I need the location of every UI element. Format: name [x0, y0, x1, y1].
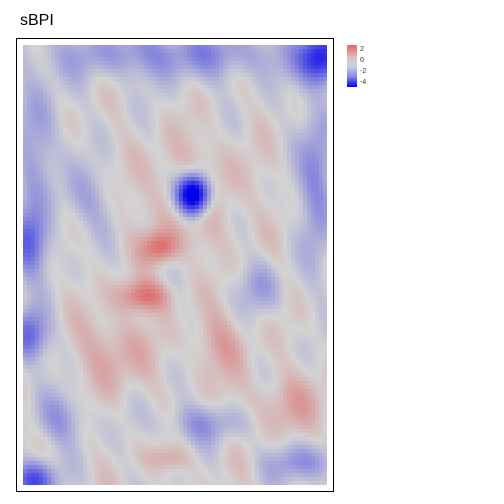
- legend-label-neg2: -2: [360, 68, 367, 75]
- map-title: sBPI: [20, 12, 54, 29]
- map-panel: [16, 38, 334, 492]
- raster-map: [23, 45, 327, 485]
- legend-label-0: 0: [360, 57, 364, 64]
- legend-label-neg4: -4: [360, 79, 367, 86]
- legend-colorbar: [347, 45, 357, 87]
- legend-label-2: 2: [360, 46, 364, 53]
